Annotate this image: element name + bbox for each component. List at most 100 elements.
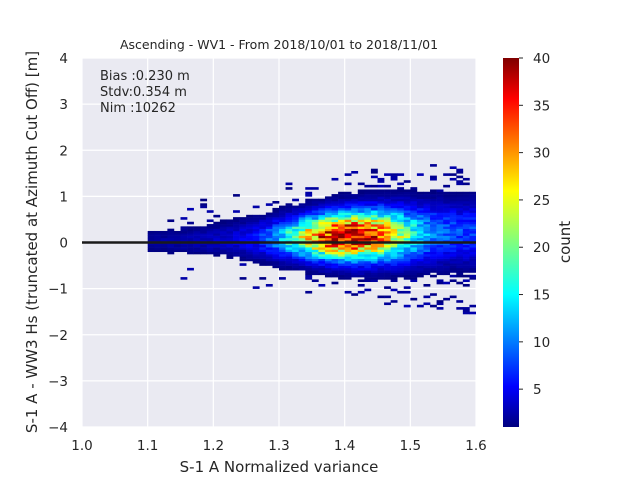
heatmap-cell xyxy=(377,230,385,234)
heatmap-cell xyxy=(298,221,306,225)
heatmap-cell xyxy=(384,219,391,223)
heatmap-cell xyxy=(410,221,418,225)
heatmap-cell xyxy=(206,242,214,246)
heatmap-cell xyxy=(403,203,411,206)
heatmap-cell xyxy=(219,230,227,234)
heatmap-cell xyxy=(239,277,247,280)
heatmap-cell xyxy=(449,214,457,218)
heatmap-cell xyxy=(351,265,359,269)
heatmap-cell xyxy=(265,263,273,266)
heatmap-cell xyxy=(239,226,247,229)
heatmap-cell xyxy=(377,184,385,188)
heatmap-cell xyxy=(456,226,464,229)
heatmap-cell xyxy=(338,254,345,257)
heatmap-cell xyxy=(324,256,332,259)
heatmap-cell xyxy=(305,235,313,239)
heatmap-cell xyxy=(390,189,398,193)
heatmap-cell xyxy=(370,267,378,271)
heatmap-cell xyxy=(443,221,451,225)
heatmap-cell xyxy=(279,249,286,253)
heatmap-cell xyxy=(311,263,319,266)
heatmap-cell xyxy=(272,237,280,241)
heatmap-cell xyxy=(318,221,326,225)
heatmap-cell xyxy=(449,226,457,229)
heatmap-cell xyxy=(403,212,411,216)
heatmap-cell xyxy=(272,258,280,262)
heatmap-cell xyxy=(443,251,451,255)
heatmap-cell xyxy=(469,219,476,223)
heatmap-cell xyxy=(167,242,175,246)
heatmap-cell xyxy=(462,274,470,278)
heatmap-cell xyxy=(167,244,175,248)
heatmap-cell xyxy=(403,207,411,211)
heatmap-cell xyxy=(213,235,221,239)
heatmap-cell xyxy=(416,251,424,255)
heatmap-cell xyxy=(298,249,306,253)
heatmap-cell xyxy=(259,258,267,262)
heatmap-cell xyxy=(226,228,234,232)
heatmap-cell xyxy=(416,228,424,232)
heatmap-cell xyxy=(423,230,431,234)
heatmap-cell xyxy=(456,210,464,213)
heatmap-cell xyxy=(384,198,391,202)
heatmap-cell xyxy=(219,228,227,232)
heatmap-cell xyxy=(370,212,378,216)
heatmap-cell xyxy=(410,249,418,253)
heatmap-cell xyxy=(305,224,313,227)
heatmap-cell xyxy=(180,228,188,232)
heatmap-cell xyxy=(272,260,280,264)
heatmap-cell xyxy=(377,210,385,213)
heatmap-cell xyxy=(338,205,345,209)
heatmap-cell xyxy=(430,263,437,266)
heatmap-cell xyxy=(305,230,313,234)
heatmap-cell xyxy=(305,217,313,220)
heatmap-cell xyxy=(377,249,385,253)
heatmap-cell xyxy=(272,228,280,232)
heatmap-cell xyxy=(357,290,365,294)
heatmap-cell xyxy=(233,228,240,232)
heatmap-cell xyxy=(219,235,227,239)
heatmap-cell xyxy=(462,311,470,315)
heatmap-cell xyxy=(416,233,424,236)
heatmap-cell xyxy=(456,242,464,246)
heatmap-cell xyxy=(449,198,457,202)
heatmap-cell xyxy=(318,198,326,202)
heatmap-cell xyxy=(311,272,319,276)
heatmap-cell xyxy=(377,254,385,257)
heatmap-cell xyxy=(469,224,476,227)
heatmap-cell xyxy=(462,198,470,202)
heatmap-cell xyxy=(423,260,431,264)
heatmap-cell xyxy=(187,242,194,246)
heatmap-cell xyxy=(259,226,267,229)
heatmap-cell xyxy=(233,233,240,236)
heatmap-cell xyxy=(462,256,470,259)
heatmap-cell xyxy=(390,233,398,236)
heatmap-cell xyxy=(331,194,339,197)
heatmap-cell xyxy=(416,274,424,278)
heatmap-cell xyxy=(469,196,476,199)
heatmap-cell xyxy=(456,180,464,183)
heatmap-cell xyxy=(298,233,306,236)
heatmap-cell xyxy=(344,270,352,273)
heatmap-cell xyxy=(239,228,247,232)
heatmap-cell xyxy=(305,237,313,241)
heatmap-cell xyxy=(324,254,332,257)
heatmap-cell xyxy=(390,235,398,239)
heatmap-cell xyxy=(397,196,405,199)
heatmap-cell xyxy=(377,219,385,223)
heatmap-cell xyxy=(259,235,267,239)
heatmap-cell xyxy=(423,221,431,225)
colorbar-tick-label: 15 xyxy=(533,288,550,304)
heatmap-cell xyxy=(292,224,299,227)
heatmap-cell xyxy=(147,249,155,253)
heatmap-cell xyxy=(226,221,234,225)
heatmap-cell xyxy=(423,194,431,197)
heatmap-cell xyxy=(430,177,437,181)
heatmap-cell xyxy=(213,224,221,227)
heatmap-cell xyxy=(285,263,293,266)
heatmap-cell xyxy=(377,191,385,195)
y-tick-label: 1 xyxy=(59,189,68,205)
heatmap-cell xyxy=(456,221,464,225)
heatmap-cell xyxy=(397,251,405,255)
heatmap-cell xyxy=(311,210,319,213)
